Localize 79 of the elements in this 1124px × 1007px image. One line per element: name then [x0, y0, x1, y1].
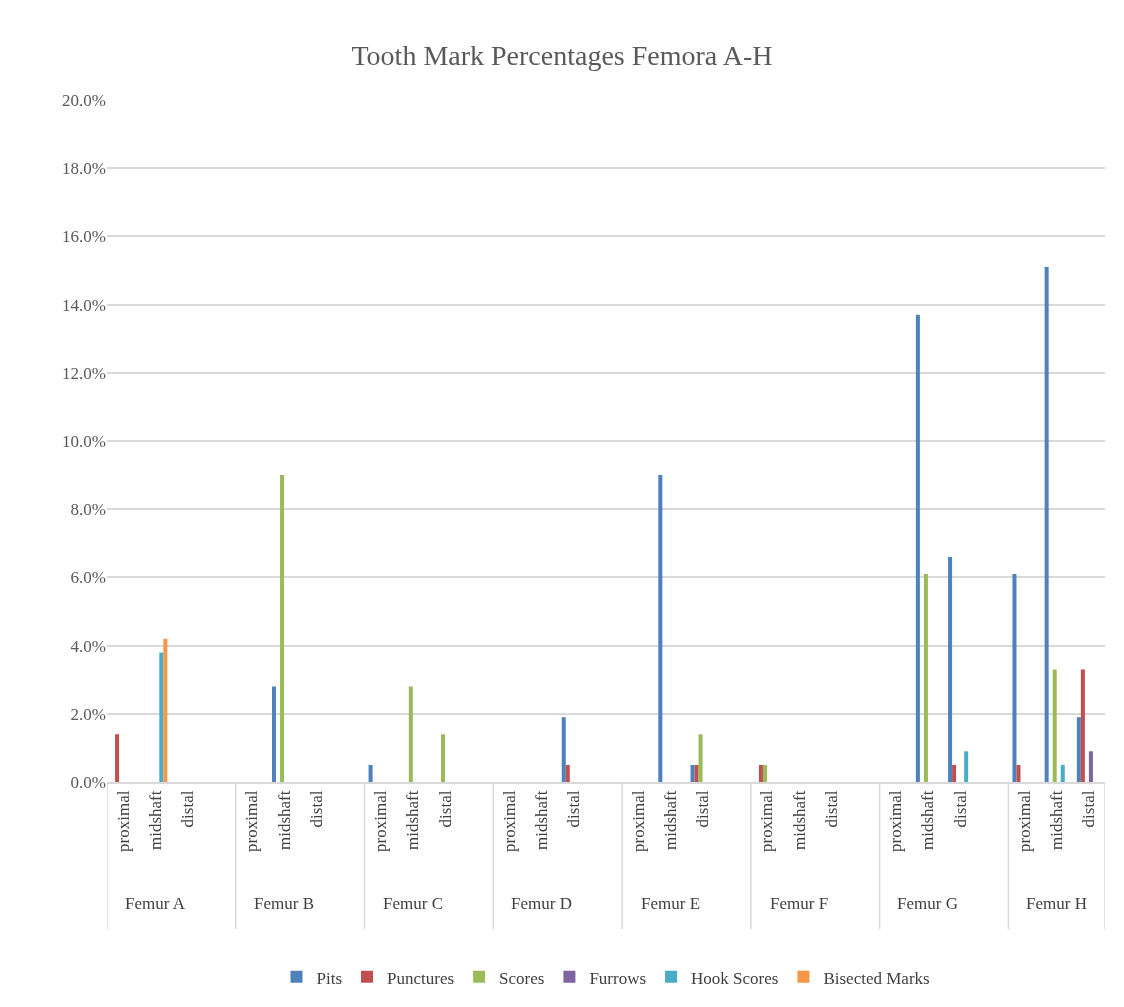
text: Femur A [125, 894, 186, 913]
bar [915, 314, 920, 782]
x-tick-label: distal [950, 790, 970, 828]
bar [565, 764, 570, 782]
bar [115, 734, 120, 782]
chart-title: Tooth Mark Percentages Femora A-H [351, 39, 773, 71]
x-tick-label: proximal [757, 790, 777, 852]
x-tick-label: proximal [499, 790, 519, 852]
x-tick-label: distal [693, 790, 713, 828]
bar [762, 764, 767, 782]
y-tick-label: 18.0% [62, 159, 106, 179]
y-tick-label: 4.0% [70, 636, 106, 656]
y-tick-label: 16.0% [62, 227, 106, 247]
x-tick-label: midshaft [403, 790, 423, 851]
y-tick-label: 10.0% [62, 431, 106, 451]
x-tick-label: distal [564, 790, 584, 828]
x-tick-label: midshaft [918, 790, 938, 851]
bar [658, 475, 663, 782]
legend-label: Bisected Marks [823, 968, 930, 988]
x-tick-label: proximal [113, 790, 133, 852]
bar [159, 652, 164, 782]
bar [1016, 764, 1021, 782]
bar [1052, 669, 1057, 782]
x-tick-label: distal [306, 790, 326, 828]
bar [368, 764, 373, 782]
legend-label: Hook Scores [691, 968, 779, 988]
text: Femur C [383, 894, 443, 913]
x-tick-label: proximal [628, 790, 648, 852]
bar [163, 638, 168, 782]
legend-label: Punctures [387, 968, 455, 988]
bar [1088, 751, 1093, 782]
x-tick-label: midshaft [789, 790, 809, 851]
legend-label: Furrows [589, 968, 647, 988]
bar [964, 751, 969, 782]
bar [948, 556, 953, 782]
text: Femur G [897, 894, 958, 913]
y-tick-label: 20.0% [62, 90, 106, 110]
y-tick-label: 14.0% [62, 295, 106, 315]
bar [758, 764, 763, 782]
x-tick-label: distal [821, 790, 841, 828]
y-tick-label: 12.0% [62, 363, 106, 383]
bar [923, 573, 928, 782]
bar [1012, 573, 1017, 782]
bar [1076, 717, 1081, 782]
bar [694, 764, 699, 782]
bar [1080, 669, 1085, 782]
bar [408, 686, 413, 782]
text: Femur E [641, 894, 701, 913]
y-tick-label: 0.0% [70, 772, 106, 792]
bar [1044, 267, 1049, 782]
x-tick-label: proximal [1015, 790, 1035, 852]
text: Femur F [770, 894, 829, 913]
bar [1060, 764, 1065, 782]
x-tick-label: midshaft [145, 790, 165, 851]
legend-label: Scores [499, 968, 545, 988]
x-tick-label: midshaft [660, 790, 680, 851]
text: Femur B [254, 894, 314, 913]
x-tick-label: proximal [886, 790, 906, 852]
x-tick-label: distal [178, 790, 197, 828]
x-tick-label: distal [1079, 790, 1099, 828]
text: Femur H [1026, 894, 1087, 913]
x-tick-label: midshaft [532, 790, 552, 851]
x-tick-label: midshaft [1047, 790, 1067, 851]
bar [690, 764, 695, 782]
legend-label: Pits [316, 968, 343, 988]
bar [271, 686, 277, 782]
x-tick-label: distal [435, 790, 455, 828]
x-tick-label: proximal [242, 790, 262, 852]
bar [698, 734, 703, 782]
bar [441, 734, 446, 782]
y-tick-label: 2.0% [70, 704, 106, 724]
x-tick-label: midshaft [274, 790, 294, 851]
bar [280, 475, 285, 782]
y-tick-label: 6.0% [70, 568, 106, 588]
bar [561, 717, 566, 782]
text: Femur D [511, 894, 572, 913]
y-tick-label: 8.0% [70, 500, 106, 520]
bar [952, 764, 957, 782]
x-tick-label: proximal [371, 790, 391, 852]
